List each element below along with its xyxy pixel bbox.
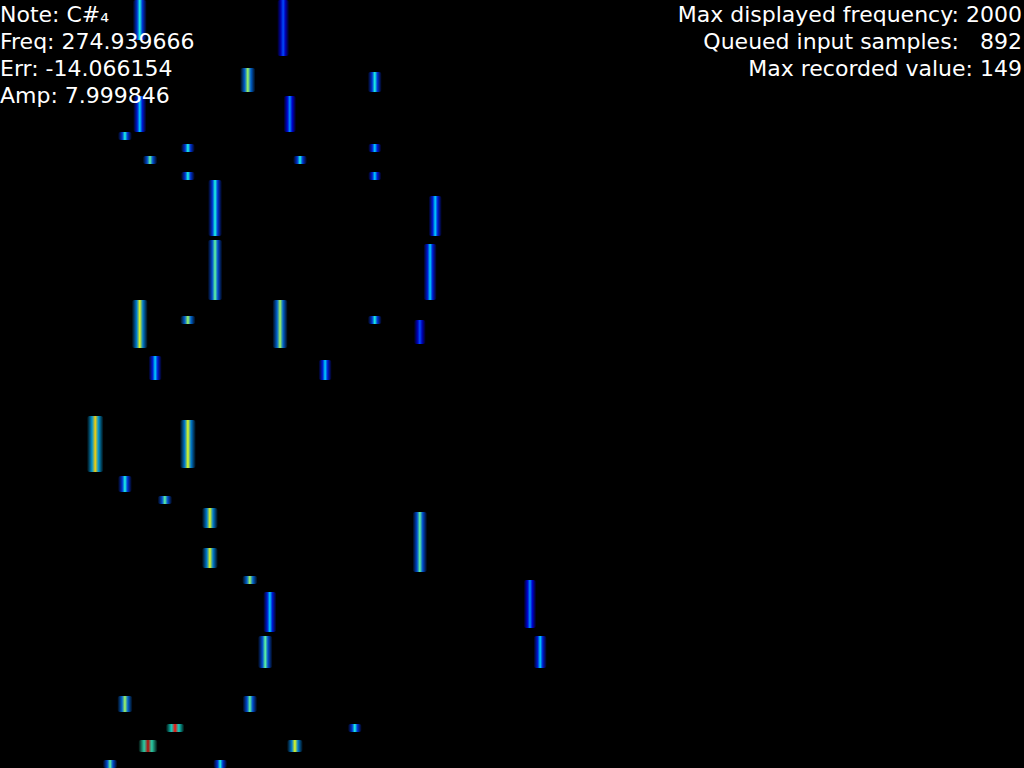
spectral-peak xyxy=(117,696,132,712)
spectral-peak xyxy=(202,508,218,528)
spectral-peak xyxy=(87,416,104,472)
readout: Amp: 7.999846 xyxy=(0,83,170,108)
spectral-peak xyxy=(132,300,148,348)
spectral-peak xyxy=(208,240,223,300)
spectrogram: Note: C#₄Freq: 274.939666Err: -14.066154… xyxy=(0,0,1024,768)
spectral-peak xyxy=(283,96,296,132)
readout: Freq: 274.939666 xyxy=(0,29,195,54)
status: Max recorded value: 149 xyxy=(748,56,1022,81)
spectral-peak xyxy=(263,592,276,632)
spectral-peak xyxy=(277,0,289,56)
spectral-peak xyxy=(293,156,307,164)
spectral-peak xyxy=(348,724,362,732)
spectral-peak xyxy=(166,724,185,732)
spectral-peak xyxy=(180,316,195,324)
background xyxy=(0,0,1024,768)
spectral-peak xyxy=(368,316,382,324)
spectral-peak xyxy=(138,740,157,752)
traces xyxy=(87,0,547,768)
spectral-peak xyxy=(368,72,382,92)
spectral-peak xyxy=(158,496,173,504)
spectral-peak xyxy=(414,320,426,344)
spectral-peak xyxy=(429,196,442,236)
spectral-peak xyxy=(181,172,195,180)
spectral-peak xyxy=(213,760,227,768)
readout: Note: C#₄ xyxy=(0,2,109,27)
spectral-peak xyxy=(524,580,537,628)
status: Max displayed frequency: 2000 xyxy=(678,2,1022,27)
spectral-peak xyxy=(368,144,381,152)
spectral-peak xyxy=(180,420,196,468)
spectral-peak xyxy=(240,68,255,92)
spectral-peak xyxy=(533,636,546,668)
spectral-peak xyxy=(242,576,257,584)
spectral-peak xyxy=(118,476,132,492)
spectral-peak xyxy=(118,132,132,140)
spectral-peak xyxy=(412,512,427,572)
spectral-peak xyxy=(181,144,195,152)
readout: Err: -14.066154 xyxy=(0,56,173,81)
spectral-peak xyxy=(423,244,436,300)
spectral-peak xyxy=(368,172,381,180)
spectral-peak xyxy=(202,548,218,568)
spectral-peak xyxy=(318,360,331,380)
spectral-peak xyxy=(103,760,118,768)
spectral-peak xyxy=(287,740,303,752)
spectral-peak xyxy=(243,696,258,712)
spectral-peak xyxy=(148,356,161,380)
status: Queued input samples: 892 xyxy=(703,29,1022,54)
spectral-peak xyxy=(272,300,287,348)
spectral-peak xyxy=(208,180,222,236)
spectral-peak xyxy=(258,636,273,668)
spectral-peak xyxy=(143,156,158,164)
